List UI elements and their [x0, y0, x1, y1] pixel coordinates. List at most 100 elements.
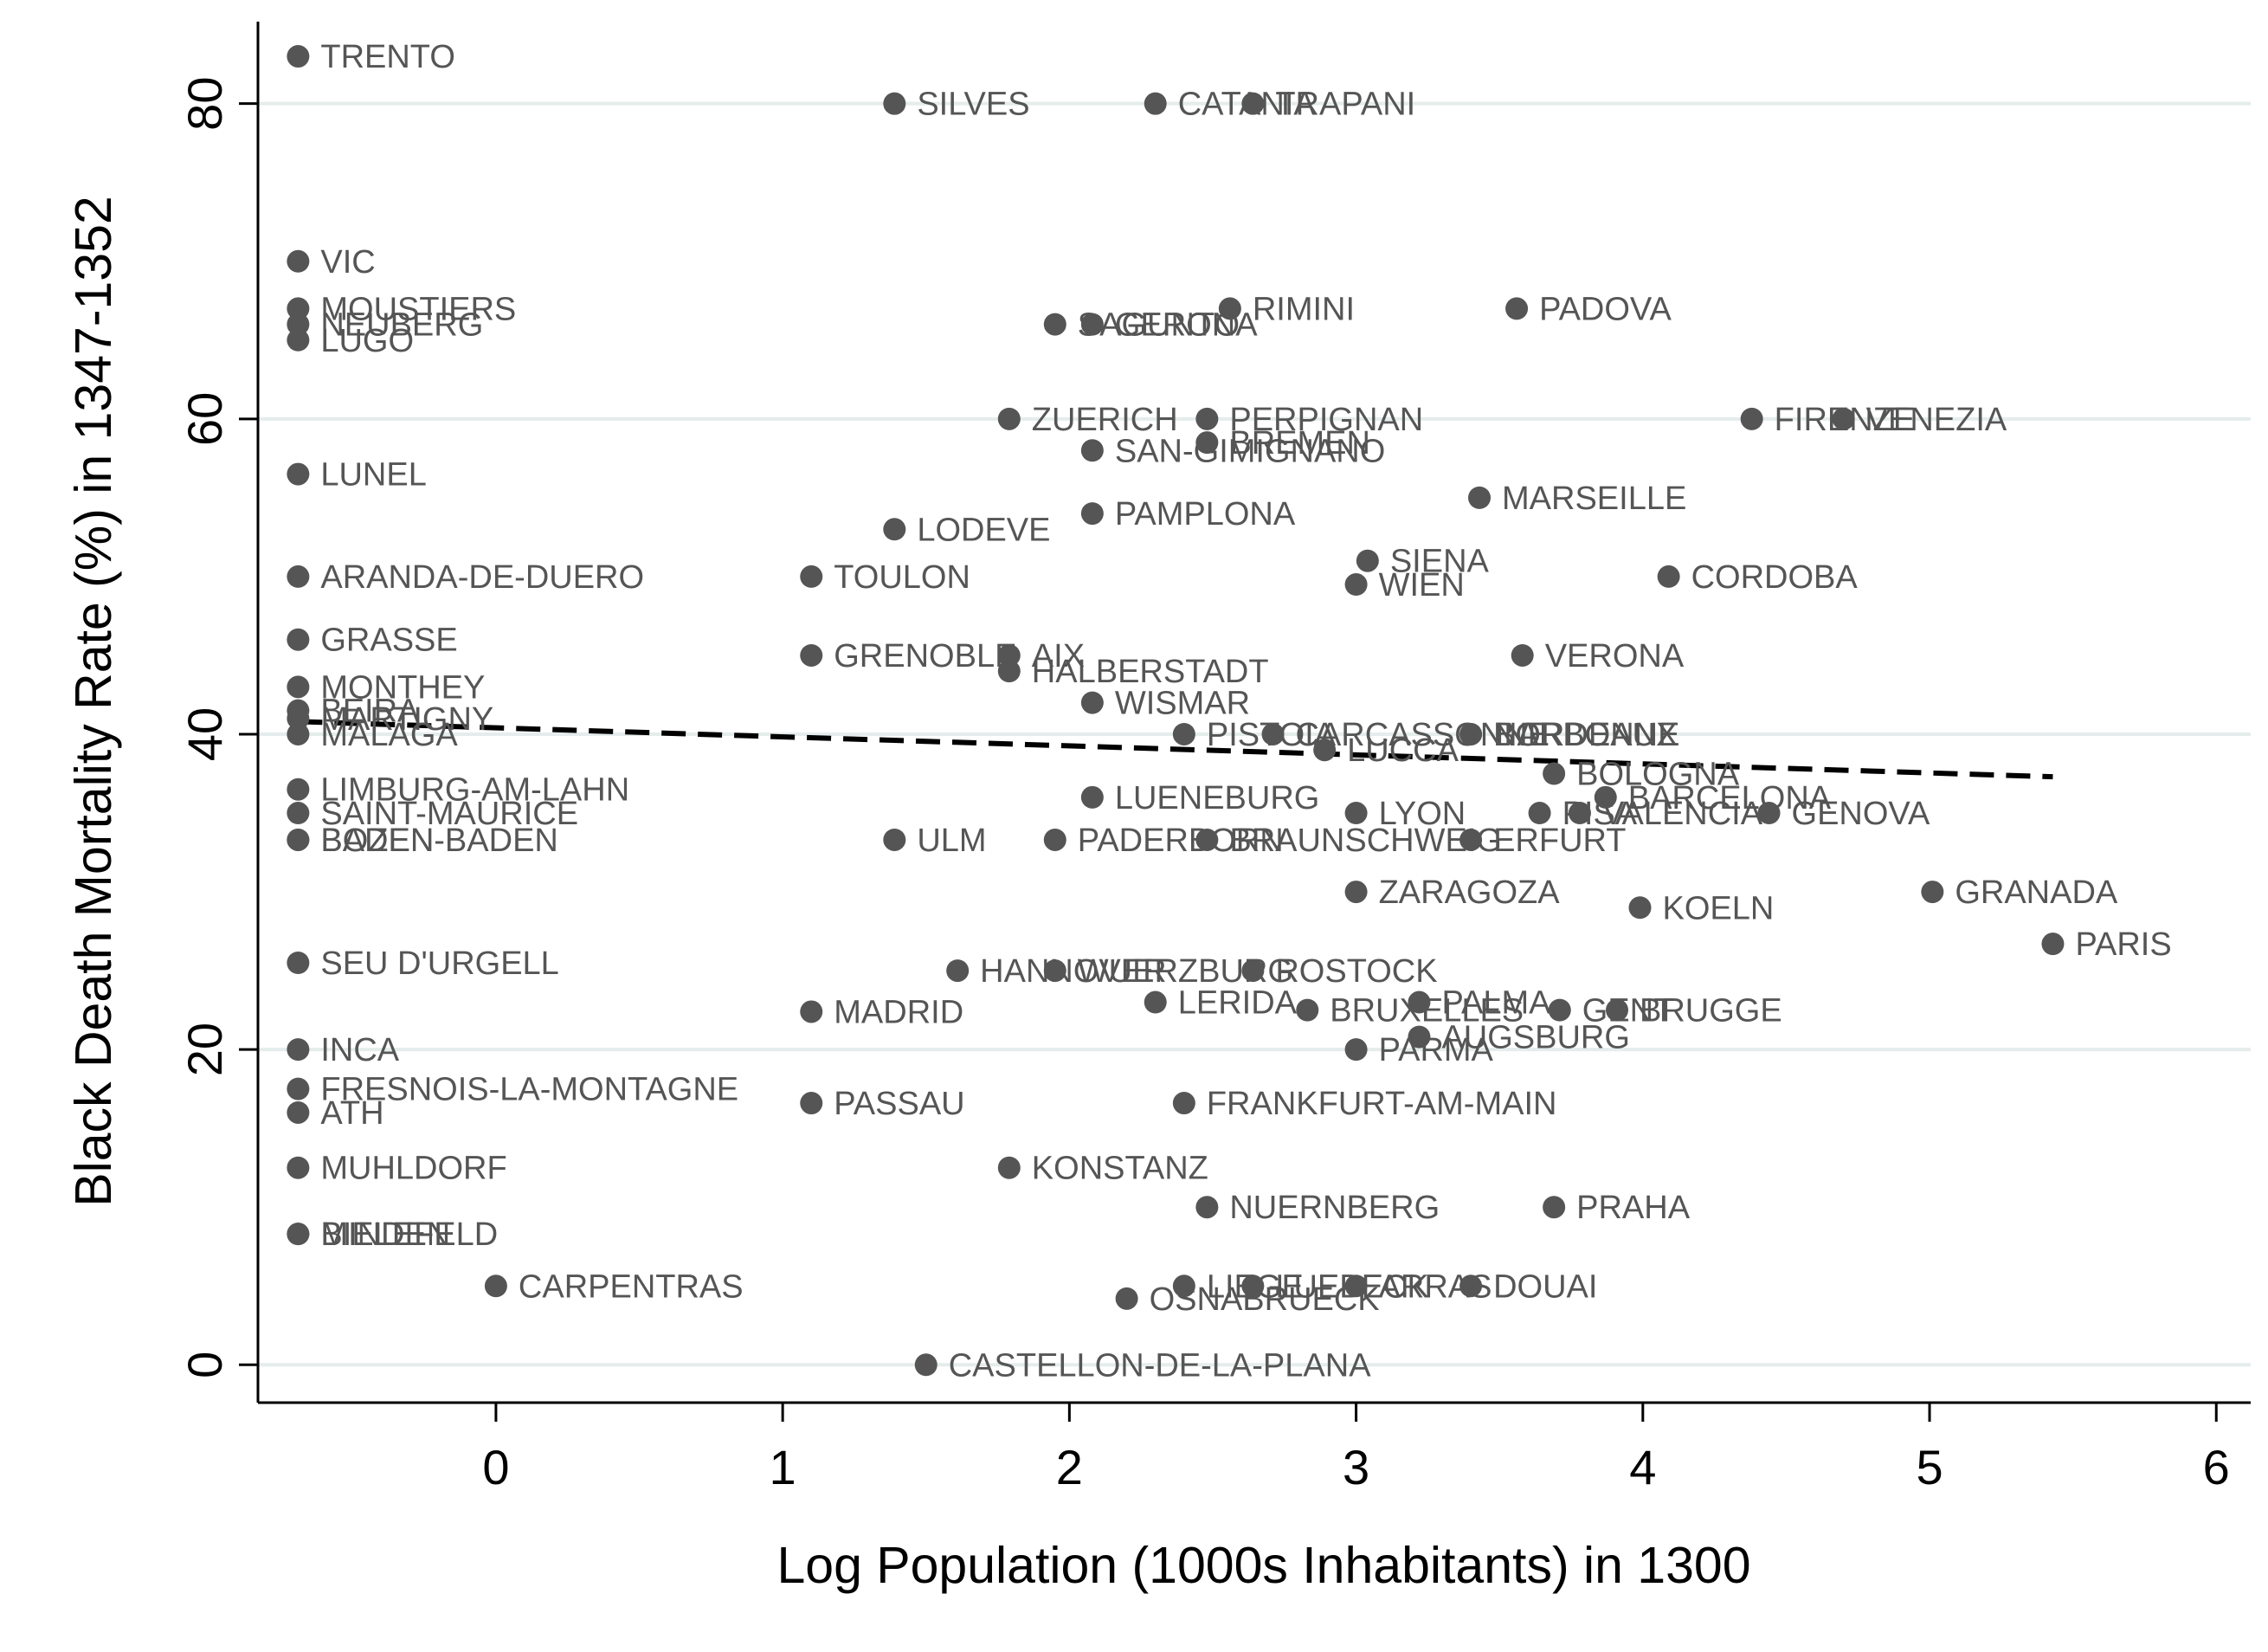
point-label: TRAPANI: [1275, 87, 1415, 123]
data-point: [1511, 643, 1534, 667]
point-label: GENOVA: [1792, 796, 1930, 832]
point-label: ULM: [917, 823, 986, 859]
data-point: [997, 643, 1021, 667]
point-label: WISMAR: [1115, 686, 1250, 722]
point-label: MINDEN: [320, 1216, 450, 1253]
data-point: [997, 407, 1021, 430]
point-label: TOULON: [834, 559, 970, 596]
data-point: [800, 565, 823, 588]
y-tick-label: 0: [177, 1352, 232, 1378]
data-point: [1459, 828, 1483, 851]
point-label: OSNABRUECK: [1150, 1281, 1380, 1318]
data-point: [1757, 802, 1781, 825]
data-point: [1241, 959, 1265, 983]
point-label: PAMPLONA: [1115, 496, 1296, 532]
point-label: GRENOBLE: [834, 638, 1016, 674]
point-label: PASSAU: [834, 1086, 964, 1122]
point-label: GRANADA: [1955, 874, 2118, 911]
data-point: [2041, 932, 2065, 956]
data-point: [287, 1100, 310, 1124]
y-tick-label: 60: [177, 392, 232, 446]
x-tick-label: 6: [2203, 1440, 2230, 1494]
point-label: SAN-GIMIGNANO: [1115, 433, 1385, 469]
point-label: WIEN: [1379, 567, 1465, 603]
ticks: 0 20 40 60 80 0 1 2 3 4 5 6: [177, 77, 2230, 1494]
data-point: [1195, 1196, 1219, 1219]
y-axis-title: Black Death Mortality Rate (%) in 1347-1…: [65, 196, 122, 1206]
point-label: BADEN-BADEN: [320, 823, 558, 859]
point-label: VALENCIA: [1602, 796, 1763, 832]
data-point: [1594, 785, 1617, 809]
data-point: [1344, 802, 1368, 825]
point-label: CASTELLON-DE-LA-PLANA: [949, 1347, 1371, 1384]
data-point: [1296, 998, 1319, 1022]
point-label: PARIS: [2075, 926, 2171, 963]
data-point: [1408, 1025, 1431, 1049]
point-label: CORDOBA: [1691, 559, 1859, 596]
point-label: MARSEILLE: [1502, 481, 1686, 517]
data-point: [1344, 1038, 1368, 1062]
data-point: [287, 328, 310, 352]
point-label: BEIRA: [320, 694, 420, 730]
point-label: BRUXELLES: [1330, 993, 1524, 1029]
point-label: PERPIGNAN: [1229, 402, 1423, 438]
data-point: [1408, 991, 1431, 1014]
data-point: [1261, 722, 1285, 745]
data-point: [484, 1274, 507, 1298]
data-point: [800, 1000, 823, 1023]
data-point: [287, 45, 310, 68]
point-label: VERONA: [1545, 638, 1685, 674]
point-label: SAGUNTO: [1078, 307, 1240, 344]
point-label: PALMA: [1441, 985, 1551, 1022]
y-tick-label: 20: [177, 1023, 232, 1076]
point-label: LIMBURG-AM-LAHN: [320, 772, 629, 809]
point-label: LUENEBURG: [1115, 780, 1320, 816]
y-tick-label: 80: [177, 77, 232, 131]
point-label: CARPENTRAS: [519, 1268, 744, 1305]
data-point: [287, 462, 310, 486]
point-label: HALBERSTADT: [1032, 654, 1269, 690]
point-label: BRUGGE: [1640, 993, 1782, 1029]
data-point: [1195, 407, 1219, 430]
data-point: [1740, 407, 1763, 430]
data-point: [1628, 896, 1652, 920]
data-point: [1344, 881, 1368, 904]
fit-line: [298, 719, 2053, 780]
point-label: ROSTOCK: [1275, 953, 1437, 990]
data-point: [1172, 1274, 1195, 1298]
fit-line-group: [298, 719, 2053, 780]
data-point: [287, 707, 310, 730]
point-label: ARANDA-DE-DUERO: [320, 559, 644, 596]
y-tick-label: 40: [177, 707, 232, 761]
axes: [256, 22, 2251, 1404]
point-label: FRESNOIS-LA-MONTAGNE: [320, 1072, 738, 1108]
x-tick-label: 0: [482, 1440, 509, 1494]
point-label: HANNOVER: [980, 953, 1166, 990]
data-point: [1043, 959, 1066, 983]
point-label: LUGO: [320, 323, 414, 359]
data-point: [287, 249, 310, 273]
data-point: [1528, 802, 1551, 825]
data-point: [1344, 573, 1368, 597]
x-tick-label: 1: [770, 1440, 796, 1494]
point-label: MUHLDORF: [320, 1151, 506, 1187]
point-label: PARMA: [1379, 1032, 1494, 1068]
data-point: [287, 778, 310, 801]
data-point: [997, 660, 1021, 683]
data-point: [287, 628, 310, 651]
data-point: [1080, 313, 1104, 336]
data-point: [287, 565, 310, 588]
data-point: [287, 952, 310, 975]
point-label: RIMINI: [1253, 291, 1355, 327]
point-label: LUCCA: [1347, 732, 1459, 769]
data-point: [946, 959, 970, 983]
point-label: LERIDA: [1178, 985, 1298, 1022]
data-point: [1195, 431, 1219, 455]
data-point: [883, 518, 906, 541]
data-point: [1172, 722, 1195, 745]
data-point: [287, 802, 310, 825]
point-label: VIC: [320, 244, 375, 281]
data-point: [1218, 297, 1241, 320]
data-point: [1344, 1274, 1368, 1298]
